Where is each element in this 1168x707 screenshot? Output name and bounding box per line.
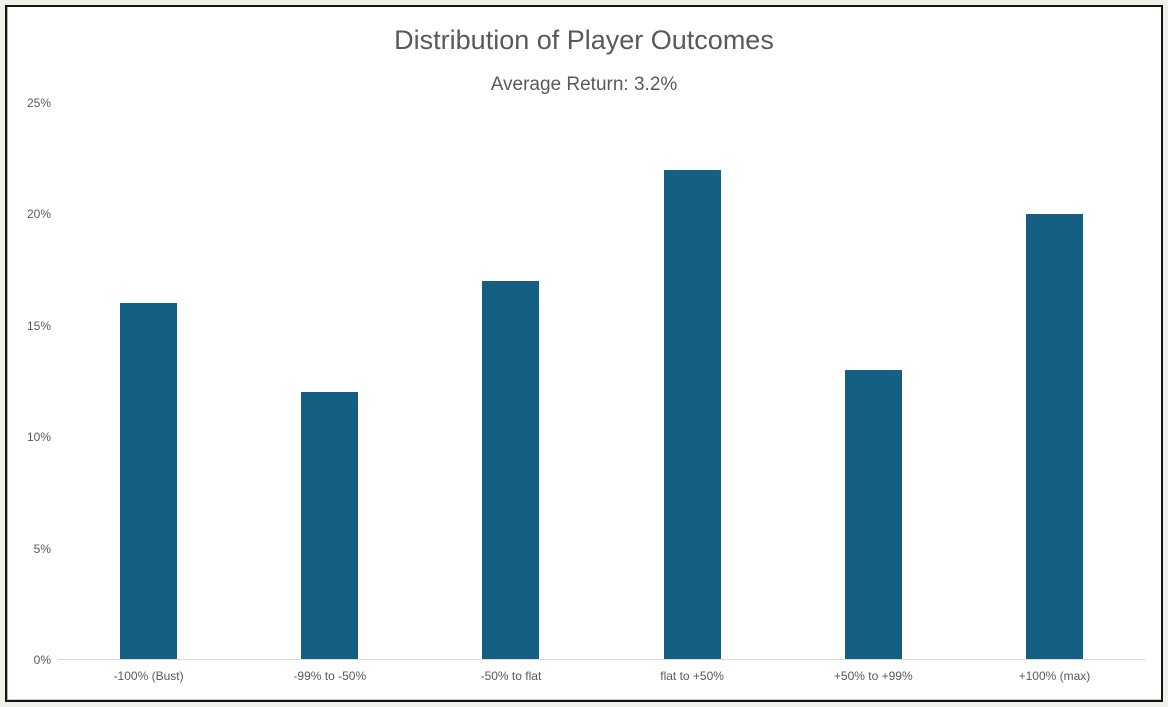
y-axis-label: 0% (33, 653, 51, 667)
x-axis-label: -99% to -50% (293, 669, 367, 683)
bar-slot (964, 103, 1145, 659)
bar-slot (58, 103, 239, 659)
bar-6 (1025, 214, 1083, 659)
x-axis-label: -100% (Bust) (113, 669, 184, 683)
bar-1 (120, 303, 178, 659)
x-axis-label: +50% to +99% (833, 669, 913, 683)
y-axis-label: 10% (26, 430, 51, 445)
x-axis-label: +100% (max) (1018, 669, 1091, 683)
bars-container (58, 103, 1145, 660)
chart-title: Distribution of Player Outcomes (394, 25, 774, 55)
x-axis: -100% (Bust) -99% to -50% -50% to flat flat… (58, 669, 1145, 684)
y-axis-label: 20% (26, 207, 51, 222)
bar-slot (420, 103, 601, 659)
bar-5 (844, 369, 902, 659)
bar-4 (663, 169, 721, 659)
y-axis: 0% 5% 10% 15% 20% 25% (7, 96, 51, 667)
y-axis-label: 5% (33, 541, 51, 556)
chart-frame: Distribution of Player Outcomes Average … (5, 5, 1163, 702)
x-axis-label: -50% to flat (480, 669, 542, 683)
bar-2 (301, 392, 359, 659)
chart-subtitle: Average Return: 3.2% (490, 74, 678, 95)
bar-slot (783, 103, 964, 659)
y-axis-label: 15% (26, 318, 51, 333)
bar-slot (239, 103, 420, 659)
bar-slot (602, 103, 783, 659)
y-axis-label: 25% (26, 96, 51, 110)
x-axis-label: flat to +50% (660, 669, 724, 683)
bar-3 (482, 280, 540, 659)
